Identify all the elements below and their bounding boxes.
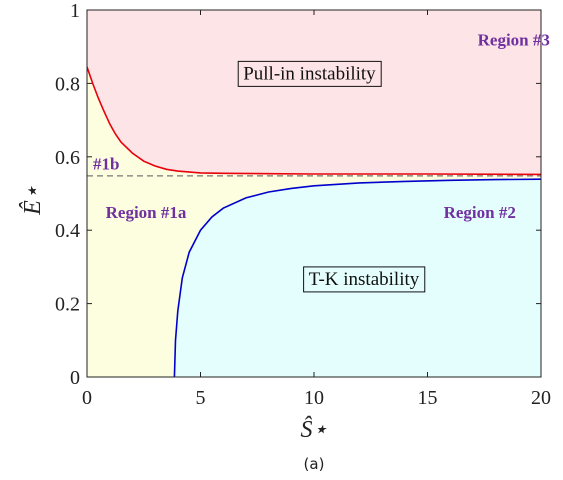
x-tick-label: 10 <box>304 387 324 409</box>
y-tick-label: 1 <box>70 0 80 22</box>
y-tick-label: 0.2 <box>55 294 80 316</box>
region-2-fill <box>174 179 541 377</box>
figure-caption: (a) <box>304 455 325 473</box>
region-1a-fill <box>87 66 541 377</box>
x-tick-label: 20 <box>531 387 551 409</box>
annotation-box <box>237 60 382 87</box>
pull-in-curve <box>87 66 541 176</box>
x-tick-label: 5 <box>196 387 206 409</box>
region-label: Region #2 <box>444 203 516 222</box>
region-label: Region #1a <box>106 203 187 222</box>
annotation-box <box>303 266 426 293</box>
x-tick-label: 15 <box>418 387 438 409</box>
region-3-fill <box>87 10 541 175</box>
y-tick-label: 0.4 <box>55 220 80 242</box>
y-tick-label: 0.6 <box>55 147 80 169</box>
annotations: Pull-in instability T-K instability Region… <box>93 30 550 293</box>
boxed-annotation: T-K instability <box>309 269 420 290</box>
y-tick-label: 0 <box>70 367 80 389</box>
axis-ticks: 0 5 10 15 20 0 0.2 0.4 0.6 0.8 1 <box>55 0 551 409</box>
x-tick-label: 0 <box>82 387 92 409</box>
curves <box>87 66 541 377</box>
region-fills <box>87 10 541 377</box>
x-axis-label: Ŝ⋆ <box>300 416 327 443</box>
y-tick-label: 0.8 <box>55 73 80 95</box>
region-label: Region #3 <box>478 30 550 49</box>
boxed-annotation: Pull-in instability <box>243 63 376 84</box>
region-label: #1b <box>93 154 119 173</box>
tk-curve <box>173 178 541 377</box>
y-axis-label: Ê⋆ <box>20 185 46 216</box>
